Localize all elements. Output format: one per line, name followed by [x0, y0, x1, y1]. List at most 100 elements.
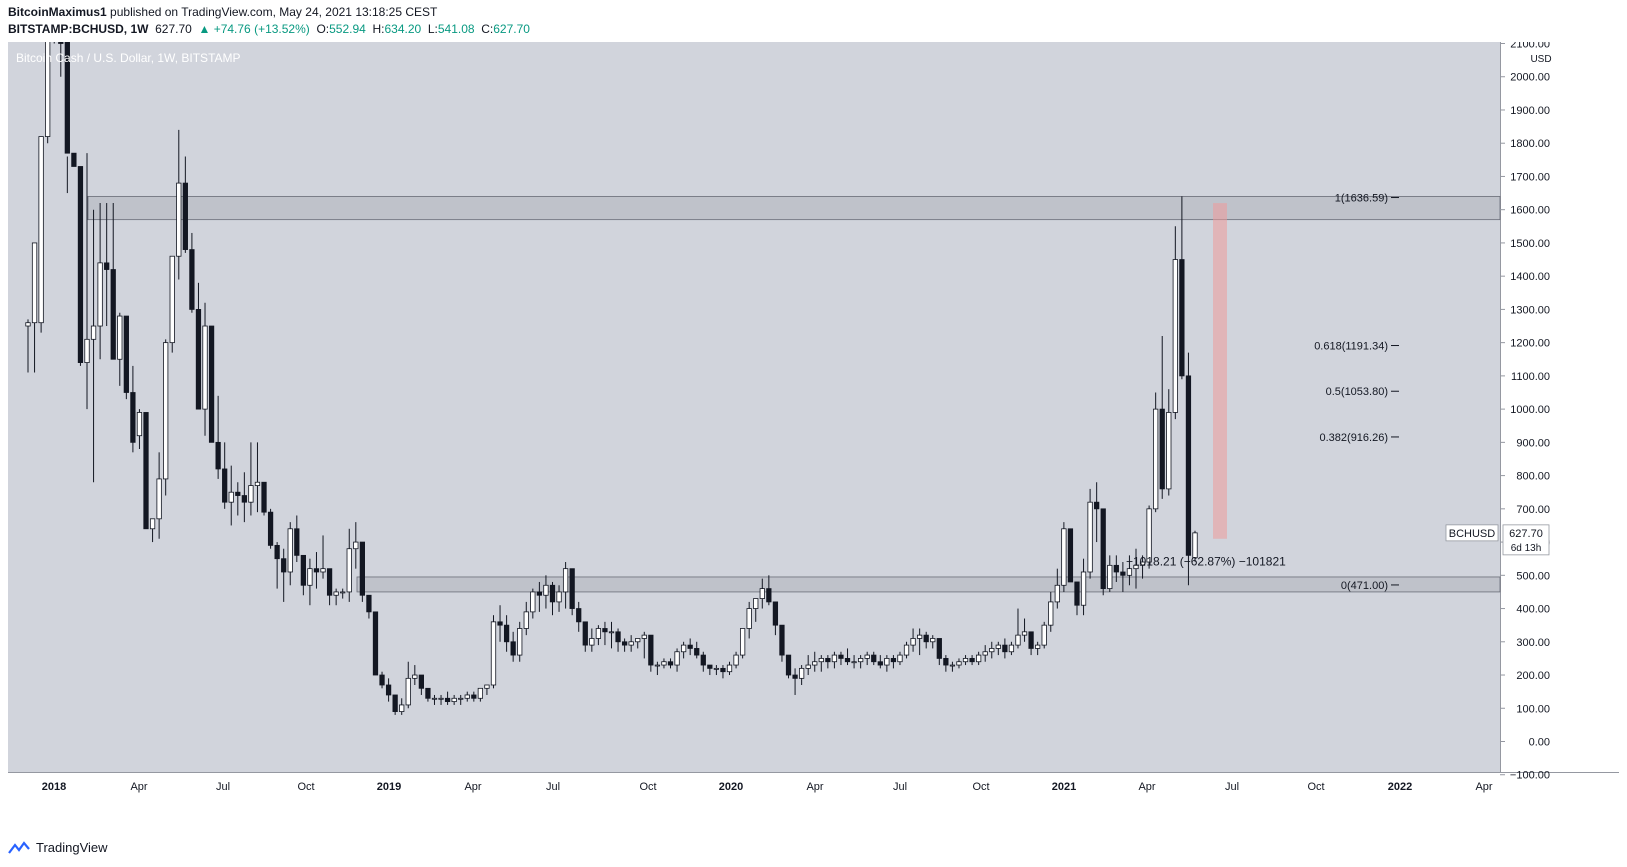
- candle-down: [1028, 631, 1034, 649]
- resistance-zone: [87, 195, 1501, 221]
- candle-up: [976, 654, 982, 663]
- candle-down: [444, 697, 451, 703]
- candle-up: [543, 584, 549, 596]
- candle-down: [510, 641, 516, 656]
- candle-up: [31, 242, 38, 324]
- candle-up: [910, 638, 916, 646]
- candle-up: [1107, 564, 1113, 590]
- candle-up: [674, 651, 680, 666]
- candle-up: [982, 651, 988, 656]
- y-tick-label: 300.00: [1516, 637, 1550, 649]
- last-price-value: 627.70: [1509, 528, 1543, 540]
- candle-down: [372, 611, 379, 676]
- candle-up: [477, 687, 484, 699]
- candle-down: [300, 554, 306, 586]
- y-tick-label: 2100.00: [1510, 42, 1550, 51]
- candle-up: [1087, 501, 1093, 573]
- last-price: 627.70: [155, 22, 192, 36]
- time-axis-bg: [8, 772, 1619, 802]
- candle-up: [412, 674, 418, 679]
- x-tick-label: 2020: [719, 781, 743, 793]
- x-tick-label: Apr: [464, 781, 481, 793]
- candle-down: [326, 568, 333, 596]
- tradingview-footer[interactable]: TradingView: [8, 840, 108, 855]
- y-tick-label: 1900.00: [1510, 105, 1550, 117]
- candle-down: [838, 654, 844, 659]
- symbol-line: BITSTAMP:BCHUSD, 1W 627.70 ▲ +74.76 (+13…: [8, 22, 530, 36]
- candle-down: [1159, 408, 1165, 490]
- candle-down: [1185, 375, 1192, 556]
- candle-up: [589, 638, 595, 646]
- price-axis-bg: [1500, 42, 1619, 772]
- candle-down: [294, 528, 300, 556]
- candle-up: [523, 611, 529, 629]
- candle-down: [1179, 259, 1185, 377]
- y-tick-label: 1500.00: [1510, 238, 1550, 250]
- candle-up: [956, 661, 962, 666]
- candle-up: [458, 697, 464, 700]
- low-value: 541.08: [437, 22, 475, 36]
- price-change: ▲ +74.76 (+13.52%): [198, 22, 310, 36]
- candle-down: [110, 269, 116, 360]
- candle-up: [949, 664, 956, 667]
- candle-down: [1002, 644, 1008, 653]
- y-tick-label: 1100.00: [1511, 371, 1550, 383]
- candle-down: [1100, 508, 1106, 590]
- candle-up: [989, 648, 995, 653]
- candle-up: [490, 621, 497, 686]
- candle-down: [1074, 581, 1080, 606]
- publish-info: published on TradingView.com, May 24, 20…: [110, 5, 438, 19]
- y-tick-label: 0.00: [1529, 737, 1550, 749]
- candle-up: [202, 325, 208, 410]
- high-value: 634.20: [384, 22, 422, 36]
- candle-down: [366, 594, 372, 613]
- plot-background: [8, 42, 1500, 772]
- candle-down: [602, 628, 608, 633]
- candle-down: [418, 674, 424, 689]
- low-label: L:: [427, 22, 438, 36]
- candle-up: [562, 568, 569, 593]
- symbol-price-tag: [1445, 524, 1499, 542]
- candle-up: [405, 677, 411, 706]
- candle-up: [753, 598, 759, 609]
- candle-up: [346, 548, 352, 593]
- candle-down: [130, 392, 136, 443]
- candle-down: [195, 309, 202, 410]
- candle-up: [38, 136, 44, 324]
- candle-up: [733, 654, 739, 666]
- chart-area[interactable]: 1(1636.59) 0.618(1191.34) 0.5(1053.80) 0.38…: [8, 0, 1619, 802]
- open-value: 552.94: [329, 22, 366, 36]
- candlestick-chart[interactable]: 1(1636.59) 0.618(1191.34) 0.5(1053.80) 0.38…: [8, 0, 1619, 802]
- candle-up: [1080, 571, 1087, 606]
- candle-up: [1126, 568, 1133, 576]
- candle-down: [313, 568, 320, 573]
- candle-down: [621, 641, 628, 646]
- candle-down: [694, 648, 700, 656]
- y-tick-label: 700.00: [1516, 504, 1550, 516]
- candle-up: [713, 667, 720, 670]
- candle-up: [1021, 631, 1028, 636]
- candle-up: [464, 694, 470, 699]
- candle-up: [641, 634, 647, 639]
- y-tick-label: 1400.00: [1510, 271, 1550, 283]
- x-tick-label: 2019: [377, 781, 401, 793]
- candle-up: [1015, 634, 1021, 646]
- symbol-label[interactable]: BITSTAMP:BCHUSD, 1W: [8, 22, 149, 36]
- candle-down: [943, 658, 949, 666]
- candle-up: [117, 315, 123, 360]
- x-tick-label: 2018: [42, 781, 66, 793]
- y-tick-label: 2000.00: [1510, 72, 1550, 84]
- candle-down: [235, 491, 241, 496]
- candle-down: [359, 541, 365, 596]
- candle-down: [241, 495, 247, 503]
- author-name[interactable]: BitcoinMaximus1: [8, 5, 107, 19]
- candle-down: [182, 182, 188, 250]
- tradingview-logo-icon: [8, 840, 30, 854]
- candle-down: [281, 558, 287, 573]
- candle-up: [805, 664, 811, 669]
- candle-up: [1172, 259, 1178, 413]
- candle-down: [471, 694, 477, 699]
- candle-down: [871, 654, 877, 663]
- candle-down: [615, 631, 621, 643]
- candle-up: [340, 591, 346, 594]
